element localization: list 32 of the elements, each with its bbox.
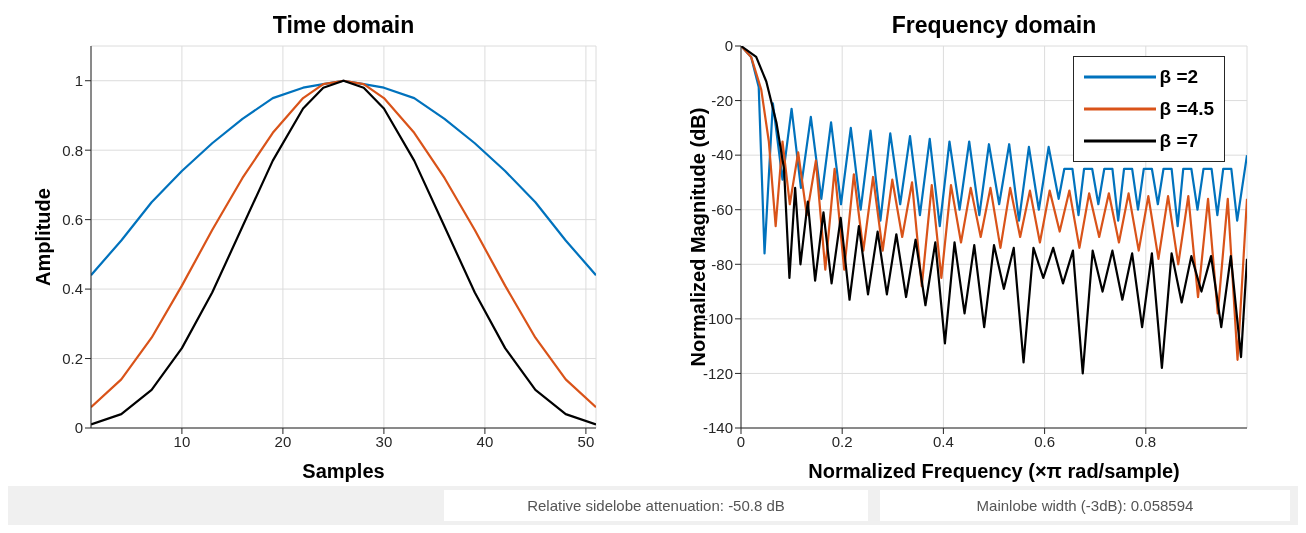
chart-title: Frequency domain [890, 12, 1098, 39]
y-tick-label: 0.6 [62, 210, 83, 228]
x-tick-label: 0.6 [1034, 432, 1056, 450]
x-tick-label: 50 [577, 432, 595, 450]
x-tick-label: 10 [173, 432, 191, 450]
y-tick-label: -60 [711, 201, 733, 219]
y-tick-label: 1 [74, 72, 83, 90]
text: Mainlobe width (-3dB): 0.058594 [880, 490, 1290, 521]
x-tick-label: 20 [274, 432, 292, 450]
x-tick-label: 40 [476, 432, 494, 450]
y-tick-label: 0 [74, 419, 83, 437]
x-tick-label: 0 [736, 432, 746, 450]
y-tick-label: -40 [711, 146, 733, 164]
y-tick-label: 0.4 [62, 280, 83, 298]
legend-label: β =7 [1159, 130, 1199, 152]
x-tick-label: 0.8 [1135, 432, 1157, 450]
text: Relative sidelobe attenuation: -50.8 dB [444, 490, 868, 521]
chart-title: Time domain [271, 12, 416, 39]
x-tick-label: 0.4 [932, 432, 954, 450]
x-axis-title: Normalized Frequency (×π rad/sample) [808, 460, 1180, 482]
y-axis-title: Amplitude [32, 188, 55, 286]
x-tick-label: 0.2 [831, 432, 853, 450]
legend-label: β =4.5 [1159, 98, 1214, 120]
legend-label: β =2 [1159, 66, 1199, 88]
y-tick-label: 0.8 [62, 141, 83, 159]
x-tick-label: 30 [375, 432, 393, 450]
y-tick-label: -80 [711, 255, 733, 273]
x-axis-title: Samples [302, 460, 385, 482]
y-tick-label: 0.2 [62, 349, 83, 367]
y-tick-label: 0 [724, 37, 733, 55]
y-tick-label: -140 [702, 419, 733, 437]
y-tick-label: -20 [711, 91, 733, 109]
